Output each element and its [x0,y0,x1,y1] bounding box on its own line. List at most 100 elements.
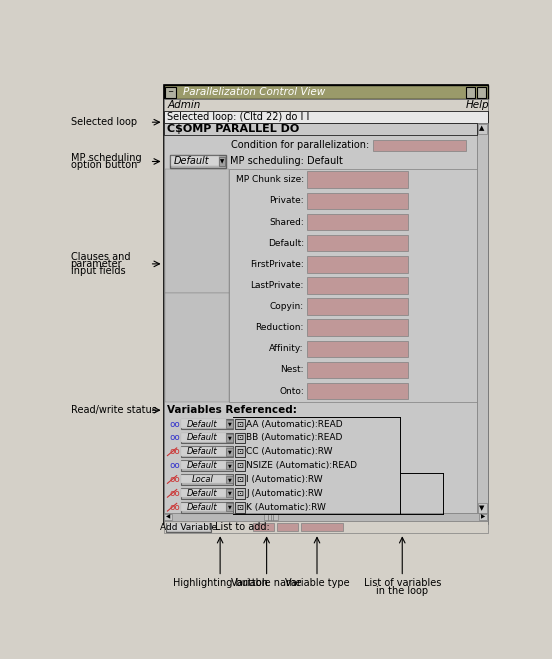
Text: ⊡: ⊡ [236,475,243,484]
Bar [307,235,408,252]
Bar [181,432,233,444]
Bar [235,432,245,444]
Bar [181,474,233,485]
Text: CC (Automatic):RW: CC (Automatic):RW [247,447,333,456]
Bar [167,523,210,531]
Bar [181,446,233,457]
Text: Nest:: Nest: [280,366,304,374]
Text: ▼: ▼ [227,463,231,468]
Text: Local: Local [192,475,213,484]
Bar [307,299,408,315]
Text: Variable name: Variable name [231,578,302,588]
Bar [182,475,226,483]
Text: Help: Help [466,100,490,110]
Bar [235,501,245,513]
Bar [165,293,229,402]
Bar [226,490,232,497]
Text: oo: oo [170,434,181,442]
Text: oo: oo [170,447,181,456]
Text: K (Automatic):RW: K (Automatic):RW [247,503,326,511]
Bar [277,523,299,531]
Bar [230,169,476,402]
Text: Add Variable: Add Variable [160,523,217,532]
Text: parameter: parameter [71,259,122,269]
Bar [307,214,408,230]
Bar [307,277,408,294]
Text: oo: oo [170,489,181,498]
Text: Default: Default [187,489,217,498]
Text: List of variables: List of variables [364,578,441,588]
Bar [171,156,219,166]
Text: Default: Default [187,503,217,511]
Bar [163,111,487,123]
Bar [307,256,408,273]
Text: BB (Automatic):READ: BB (Automatic):READ [247,434,343,442]
Bar [253,523,274,531]
Text: Default: Default [187,434,217,442]
Bar [170,156,226,167]
Bar [226,476,232,483]
Text: Admin: Admin [167,100,201,110]
Text: Highlighting button: Highlighting button [173,578,268,588]
Bar [226,448,232,455]
Text: ▼: ▼ [227,422,231,426]
Text: Default: Default [174,156,209,167]
Text: ▼: ▼ [220,159,224,164]
Text: ◀: ◀ [166,515,171,520]
Text: Shared:: Shared: [269,217,304,227]
Text: oo: oo [170,420,181,428]
Bar [182,419,226,428]
Bar [479,514,487,521]
Bar [301,523,343,531]
Text: ▼: ▼ [227,505,231,509]
Text: ▼: ▼ [227,436,231,440]
Bar [163,99,487,111]
Text: MP scheduling: Default: MP scheduling: Default [230,156,343,167]
Text: oo: oo [170,503,181,511]
Text: Affinity:: Affinity: [269,345,304,353]
Text: AA (Automatic):READ: AA (Automatic):READ [247,420,343,428]
Bar [477,123,487,513]
Bar [226,503,232,511]
Bar [226,434,232,442]
Bar [182,433,226,442]
Bar [181,501,233,513]
Bar [163,123,477,513]
Text: oo: oo [170,475,181,484]
Text: NSIZE (Automatic):READ: NSIZE (Automatic):READ [247,461,358,470]
Bar [163,85,487,99]
Bar [181,460,233,471]
Bar [226,462,232,469]
Text: ─: ─ [168,89,173,95]
Bar [226,420,232,428]
Text: input fields: input fields [71,266,125,276]
Bar [307,171,408,188]
Text: Parallelization Control View: Parallelization Control View [183,87,325,97]
Text: Default: Default [187,461,217,470]
Bar [182,489,226,497]
Text: Condition for parallelization:: Condition for parallelization: [231,140,370,150]
Bar [163,513,487,521]
Text: Read/write status: Read/write status [71,405,156,415]
Text: Variables Referenced:: Variables Referenced: [167,405,298,415]
Bar [476,87,486,98]
Bar [235,418,245,430]
Bar [307,320,408,336]
Bar [165,169,229,293]
Text: Selected loop: Selected loop [71,117,137,127]
Text: ⊡: ⊡ [236,420,243,428]
Bar [164,514,172,521]
Bar [182,461,226,469]
Text: ▲: ▲ [479,125,485,131]
Bar [182,503,226,511]
Text: Variable type: Variable type [285,578,349,588]
Text: ▼: ▼ [227,477,231,482]
Text: ▼: ▼ [227,491,231,496]
Bar [163,85,487,524]
Bar [165,87,176,98]
Bar [307,383,408,399]
Bar [166,523,211,532]
Text: ⊡: ⊡ [236,489,243,498]
Text: in the loop: in the loop [376,586,428,596]
Text: ⊡: ⊡ [236,503,243,511]
